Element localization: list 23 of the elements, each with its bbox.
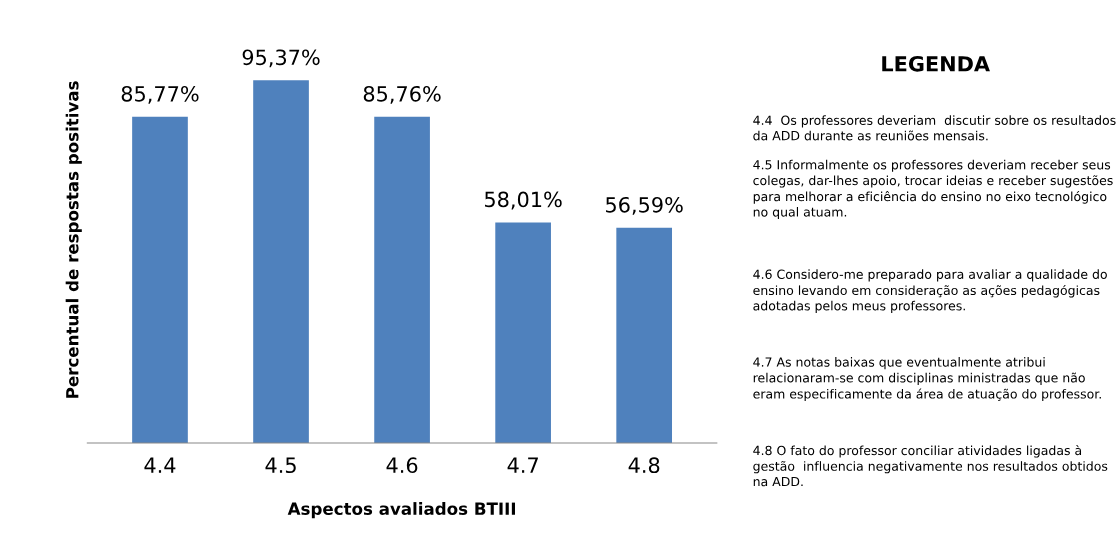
x-tick-label: 4.7	[507, 457, 538, 473]
data-label: 95,37%	[242, 49, 320, 68]
text: 4.8 O fato do professor conciliar atividades ligadas à gestão influencia negativamente nos resultados obtidos na ADD.	[753, 444, 1108, 487]
text: 4.6 Considero-me preparado para avaliar a qualidade do ensino levando em consideração as ações pedagógicas adotadas pelos meus professores.	[753, 269, 1107, 313]
bar	[132, 116, 188, 444]
text: LEGENDA	[882, 55, 990, 72]
text: 4.7 As notas baixas que eventualmente atribui relacionaram-se com disciplinas ministradas que não eram especificamente da área de atuação do professor.	[753, 357, 1101, 402]
data-label: 58,01%	[485, 191, 562, 210]
x-tick-label: 4.4	[144, 457, 176, 473]
x-tick-label: 4.5	[265, 457, 296, 474]
bar	[374, 116, 430, 444]
data-label: 85,76%	[363, 85, 441, 104]
text: 4.5 Informalmente os professores deveriam receber seus colegas, dar-lhes apoio, trocar ideias e receber sugestões para melhorar a eficiência do ensino no eixo tecnológico no qual atuam.	[753, 159, 1113, 220]
bar	[616, 227, 673, 444]
bar	[495, 222, 551, 444]
bar	[253, 80, 309, 444]
text: 4.4 Os professores deveriam discutir sobre os resultados da ADD durante as reuniões mensais.	[753, 115, 1116, 141]
x-tick-label: 4.6	[386, 457, 418, 474]
x-tick-label: 4.8	[628, 457, 660, 474]
y-axis-title: Percentual de respostas positivas	[65, 81, 82, 398]
data-label: 85,77%	[121, 85, 199, 104]
data-label: 56,59%	[606, 196, 683, 215]
x-axis-title: Aspectos avaliados BTIII	[287, 502, 515, 519]
